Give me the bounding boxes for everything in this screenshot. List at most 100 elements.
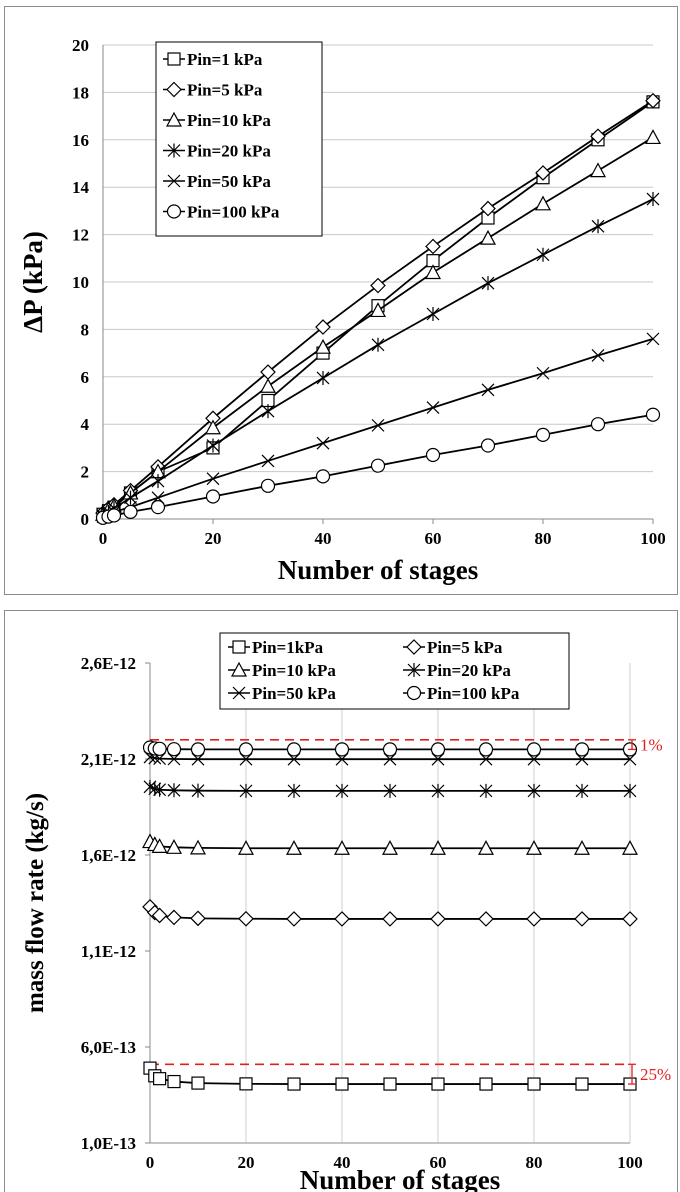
mass-flow-chart-panel: 0 20 40 60 80 100 1,0E-13 6,0E-13 1,1E-12 1,6E-12… (4, 610, 678, 1192)
data-point (314, 338, 332, 354)
series-triangle (141, 833, 639, 855)
data-point (315, 319, 331, 335)
x-tick-label: 80 (526, 1153, 543, 1172)
data-point (426, 306, 440, 321)
x-tick-label: 20 (238, 1153, 255, 1172)
data-point (167, 783, 181, 798)
data-point (335, 1077, 349, 1091)
data-point (190, 742, 206, 757)
annotation-label: 25% (640, 1065, 671, 1084)
legend: Pin=1 kPa Pin=5 kPa Pin=10 kPa Pin=20 kPa Pi… (155, 41, 323, 237)
data-point (189, 839, 207, 855)
data-point (333, 840, 351, 855)
data-point (239, 1077, 253, 1091)
y-tick-label: 2,6E-12 (81, 654, 136, 673)
data-point (371, 418, 385, 432)
x-tick-label: 60 (430, 1153, 447, 1172)
y-tick-label: 6 (81, 368, 90, 387)
data-point (536, 247, 550, 262)
data-point (151, 907, 168, 924)
data-point (645, 92, 661, 109)
data-point (534, 195, 552, 211)
data-point (431, 1077, 445, 1091)
series-circle (95, 407, 661, 525)
data-point (260, 478, 276, 493)
data-point (536, 366, 550, 380)
series-asterisk (143, 779, 637, 798)
data-point (316, 370, 330, 385)
data-point (150, 500, 166, 515)
y-tick-label: 4 (81, 415, 90, 434)
data-point (152, 741, 167, 756)
data-point (153, 1072, 167, 1086)
data-point (646, 332, 660, 346)
data-point (425, 238, 441, 255)
legend-label: Pin=1kPa (252, 638, 324, 657)
data-point (591, 349, 605, 362)
series-line (102, 338, 654, 518)
data-point (425, 447, 441, 463)
series-x (96, 332, 660, 524)
series-line (102, 198, 654, 517)
legend-marker (167, 52, 181, 66)
data-point (259, 378, 277, 393)
data-point (426, 401, 440, 415)
series-circle (142, 740, 638, 757)
y-tick-label: 1,0E-13 (81, 1134, 136, 1153)
data-point (479, 783, 493, 798)
data-point (191, 783, 205, 798)
deviation-bracket (628, 739, 636, 751)
pressure-drop-chart: 0 2 4 6 8 10 12 14 16 18 20 0 20 40 60 80 100 Number of s… (18, 36, 666, 585)
data-point (237, 840, 255, 855)
data-point (287, 783, 301, 798)
data-point (370, 277, 386, 294)
data-point (191, 1076, 205, 1090)
data-point (335, 783, 349, 798)
data-point (645, 407, 661, 422)
data-point (315, 469, 331, 484)
x-tick-label: 20 (205, 529, 222, 548)
legend-marker (232, 640, 246, 654)
data-point (124, 490, 137, 505)
legend-label: Pin=100 kPa (187, 203, 280, 222)
y-tick-label: 2,1E-12 (81, 750, 136, 769)
data-point (286, 911, 302, 927)
x-tick-label: 60 (425, 529, 442, 548)
data-point (238, 910, 254, 927)
legend-marker (165, 111, 183, 127)
data-point (526, 911, 542, 927)
data-point (106, 508, 122, 523)
y-tick-label: 10 (72, 273, 89, 292)
data-point (205, 489, 221, 504)
legend-label: Pin=1 kPa (187, 50, 263, 69)
legend-marker (406, 639, 422, 655)
legend-marker (166, 204, 182, 219)
y-tick-label: 18 (72, 83, 89, 102)
series-line (149, 756, 630, 761)
series-asterisk (96, 192, 660, 523)
y-tick-label: 14 (72, 178, 90, 197)
x-tick-label: 0 (146, 1153, 155, 1172)
data-point (589, 162, 607, 178)
data-point (190, 910, 206, 927)
legend-label: Pin=10 kPa (187, 111, 271, 130)
data-point (526, 742, 542, 757)
series-diamond (142, 898, 638, 927)
data-point (646, 192, 660, 207)
data-point (151, 838, 168, 853)
y-tick-label: 16 (72, 131, 89, 150)
y-tick-label: 1,6E-12 (81, 846, 136, 865)
y-tick-label: 20 (72, 36, 89, 55)
x-tick-label: 40 (315, 529, 332, 548)
data-point (285, 840, 303, 855)
data-point (166, 742, 182, 757)
data-point (151, 474, 165, 489)
data-point (334, 911, 350, 927)
data-point (479, 1077, 493, 1091)
data-point (371, 337, 385, 352)
data-point (590, 417, 606, 432)
legend-label: Pin=5 kPa (187, 81, 263, 100)
x-tick-label: 100 (640, 529, 666, 548)
data-point (478, 742, 494, 757)
data-point (167, 1074, 181, 1089)
